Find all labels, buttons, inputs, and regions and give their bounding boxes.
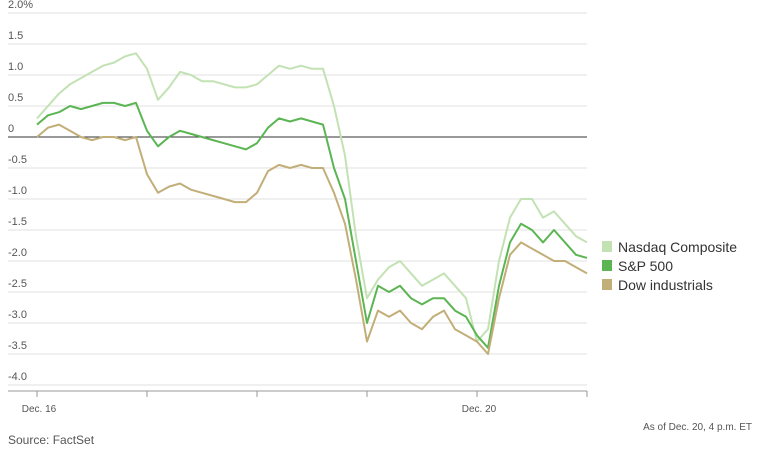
y-tick-label: 1.0 — [8, 61, 23, 73]
legend-label: Nasdaq Composite — [618, 239, 737, 255]
legend-label: S&P 500 — [618, 258, 673, 274]
y-tick-label: -3.5 — [8, 340, 27, 352]
y-tick-label: -3.0 — [8, 309, 27, 321]
legend-swatch — [602, 279, 612, 290]
note: As of Dec. 20, 4 p.m. ET — [643, 422, 752, 433]
y-tick-label: -2.5 — [8, 278, 27, 290]
legend-swatch — [602, 260, 612, 271]
legend-swatch — [602, 241, 612, 252]
y-tick-label: -2.0 — [8, 247, 27, 259]
y-tick-label: 2.0% — [8, 0, 33, 11]
series-line — [36, 123, 588, 355]
y-tick-label: 0 — [8, 123, 14, 135]
x-tick-label: Dec. 20 — [462, 404, 497, 415]
y-tick-label: 0.5 — [8, 92, 23, 104]
x-tick-label: Dec. 16 — [22, 404, 57, 415]
source: Source: FactSet — [8, 433, 95, 447]
series-line — [36, 101, 588, 349]
y-tick-label: -1.0 — [8, 185, 27, 197]
legend-label: Dow industrials — [618, 277, 713, 293]
y-tick-label: 1.5 — [8, 30, 23, 42]
y-tick-label: -0.5 — [8, 154, 27, 166]
y-tick-label: -4.0 — [8, 371, 27, 383]
series-line — [36, 52, 588, 343]
y-tick-label: -1.5 — [8, 216, 27, 228]
